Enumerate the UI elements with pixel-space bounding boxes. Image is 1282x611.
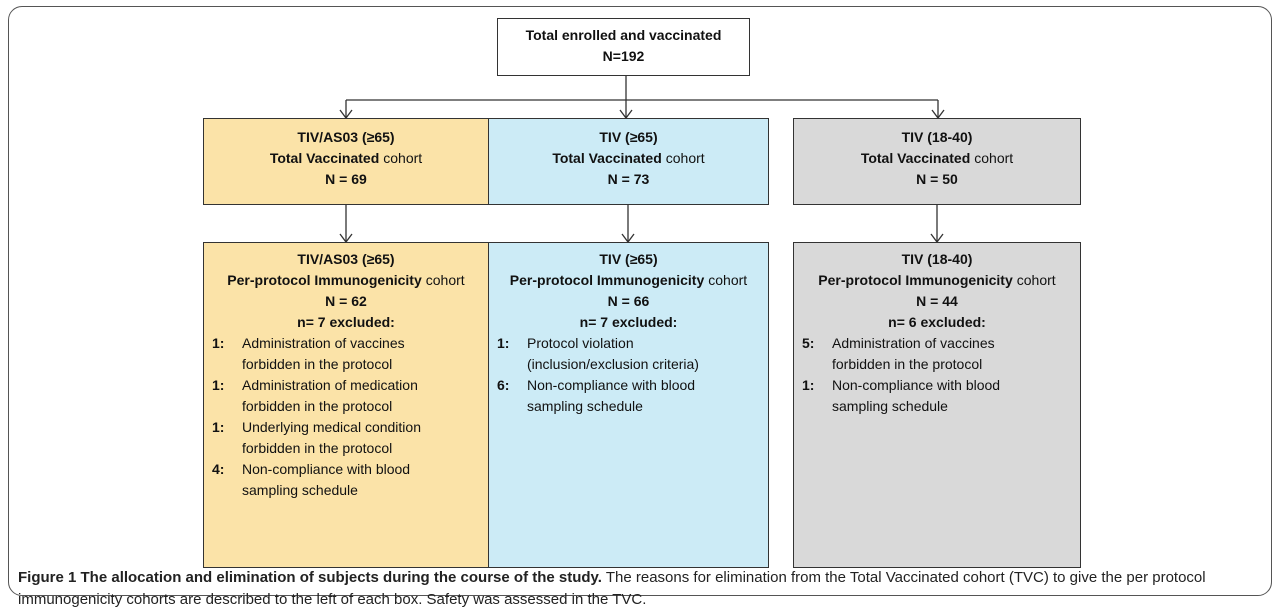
cohort-bold: Per-protocol Immunogenicity bbox=[818, 272, 1013, 288]
reason-count: 1: bbox=[497, 335, 510, 351]
group-name: TIV/AS03 (≥65) bbox=[297, 129, 395, 145]
reason-text: Non-compliance with blood sampling sched… bbox=[242, 461, 411, 498]
cohort-count: N = 62 bbox=[325, 293, 367, 309]
excluded-count: n= 7 excluded: bbox=[297, 314, 395, 330]
cohort-bold: Per-protocol Immunogenicity bbox=[509, 272, 705, 288]
cohort-line: Per-protocol Immunogenicity cohort bbox=[204, 270, 488, 291]
cohort-suffix: cohort bbox=[974, 150, 1014, 166]
cohort-box: TIV (≥65) Total Vaccinated cohort N = 73 bbox=[488, 118, 769, 205]
node-title: Total enrolled and vaccinated bbox=[525, 27, 722, 43]
cohort-suffix: cohort bbox=[425, 272, 465, 288]
reason-count: 1: bbox=[212, 335, 225, 351]
cohort-box: TIV/AS03 (≥65) Total Vaccinated cohort N = … bbox=[203, 118, 489, 205]
reason-count: 1: bbox=[212, 377, 225, 393]
cohort-count: N = 73 bbox=[607, 171, 650, 187]
cohort-line: Total Vaccinated cohort bbox=[794, 148, 1080, 169]
cohort-line: Per-protocol Immunogenicity cohort bbox=[489, 270, 768, 291]
reason-count: 5: bbox=[802, 335, 815, 351]
caption-text: The reasons for elimination from the Tot… bbox=[18, 569, 1206, 608]
group-name: TIV (18-40) bbox=[901, 129, 973, 145]
reason-text: Non-compliance with blood sampling sched… bbox=[832, 377, 1001, 414]
group-name: TIV/AS03 (≥65) bbox=[297, 251, 395, 267]
cohort-count: N = 50 bbox=[916, 171, 958, 187]
reason-text: Protocol violation (inclusion/exclusion … bbox=[527, 335, 699, 372]
caption-title: Figure 1 The allocation and elimination … bbox=[18, 569, 602, 586]
cohort-count: N = 66 bbox=[607, 293, 650, 309]
reason-text: Underlying medical condition forbidden i… bbox=[242, 419, 421, 456]
excluded-count: n= 7 excluded: bbox=[579, 314, 678, 330]
caption: Figure 1 The allocation and elimination … bbox=[18, 567, 1268, 611]
exclusion-reason: 1: Non-compliance with blood sampling sch… bbox=[802, 375, 1080, 417]
reason-count: 4: bbox=[212, 461, 225, 477]
exclusion-reason: 1: Protocol violation (inclusion/exclusio… bbox=[497, 333, 768, 375]
cohort-bold: Total Vaccinated bbox=[860, 150, 971, 166]
figure-frame bbox=[8, 6, 1272, 596]
exclusion-reason: 6: Non-compliance with blood sampling sch… bbox=[497, 375, 768, 417]
top-node: Total enrolled and vaccinated N=192 bbox=[497, 18, 750, 76]
reason-count: 1: bbox=[802, 377, 815, 393]
cohort-suffix: cohort bbox=[665, 150, 705, 166]
cohort-bold: Total Vaccinated bbox=[269, 150, 380, 166]
reason-count: 1: bbox=[212, 419, 225, 435]
protocol-box: TIV (18-40) Per-protocol Immunogenicity co… bbox=[793, 242, 1081, 568]
group-name: TIV (18-40) bbox=[901, 251, 973, 267]
excluded-count: n= 6 excluded: bbox=[888, 314, 986, 330]
protocol-box: TIV (≥65) Per-protocol Immunogenicity coho… bbox=[488, 242, 769, 568]
reason-text: Administration of medication forbidden i… bbox=[242, 377, 418, 414]
node-count: N=192 bbox=[602, 48, 645, 64]
group-name: TIV (≥65) bbox=[599, 251, 658, 267]
cohort-line: Per-protocol Immunogenicity cohort bbox=[794, 270, 1080, 291]
cohort-bold: Total Vaccinated bbox=[552, 150, 662, 166]
cohort-line: Total Vaccinated cohort bbox=[204, 148, 488, 169]
exclusion-reason: 1: Administration of vaccines forbidden i… bbox=[212, 333, 488, 375]
reason-count: 6: bbox=[497, 377, 510, 393]
cohort-line: Total Vaccinated cohort bbox=[489, 148, 768, 169]
group-name: TIV (≥65) bbox=[599, 129, 658, 145]
exclusion-reason: 5: Administration of vaccines forbidden i… bbox=[802, 333, 1080, 375]
cohort-box: TIV (18-40) Total Vaccinated cohort N = 50 bbox=[793, 118, 1081, 205]
exclusion-reason: 1: Administration of medication forbidden… bbox=[212, 375, 488, 417]
exclusion-reason: 1: Underlying medical condition forbidden… bbox=[212, 417, 488, 459]
exclusion-reason: 4: Non-compliance with blood sampling sch… bbox=[212, 459, 488, 501]
cohort-count: N = 69 bbox=[325, 171, 367, 187]
cohort-suffix: cohort bbox=[383, 150, 423, 166]
reason-text: Non-compliance with blood sampling sched… bbox=[527, 377, 696, 414]
reason-text: Administration of vaccines forbidden in … bbox=[832, 335, 995, 372]
cohort-count: N = 44 bbox=[916, 293, 958, 309]
cohort-bold: Per-protocol Immunogenicity bbox=[227, 272, 422, 288]
reason-text: Administration of vaccines forbidden in … bbox=[242, 335, 405, 372]
protocol-box: TIV/AS03 (≥65) Per-protocol Immunogenicit… bbox=[203, 242, 489, 568]
cohort-suffix: cohort bbox=[1016, 272, 1056, 288]
cohort-suffix: cohort bbox=[708, 272, 748, 288]
